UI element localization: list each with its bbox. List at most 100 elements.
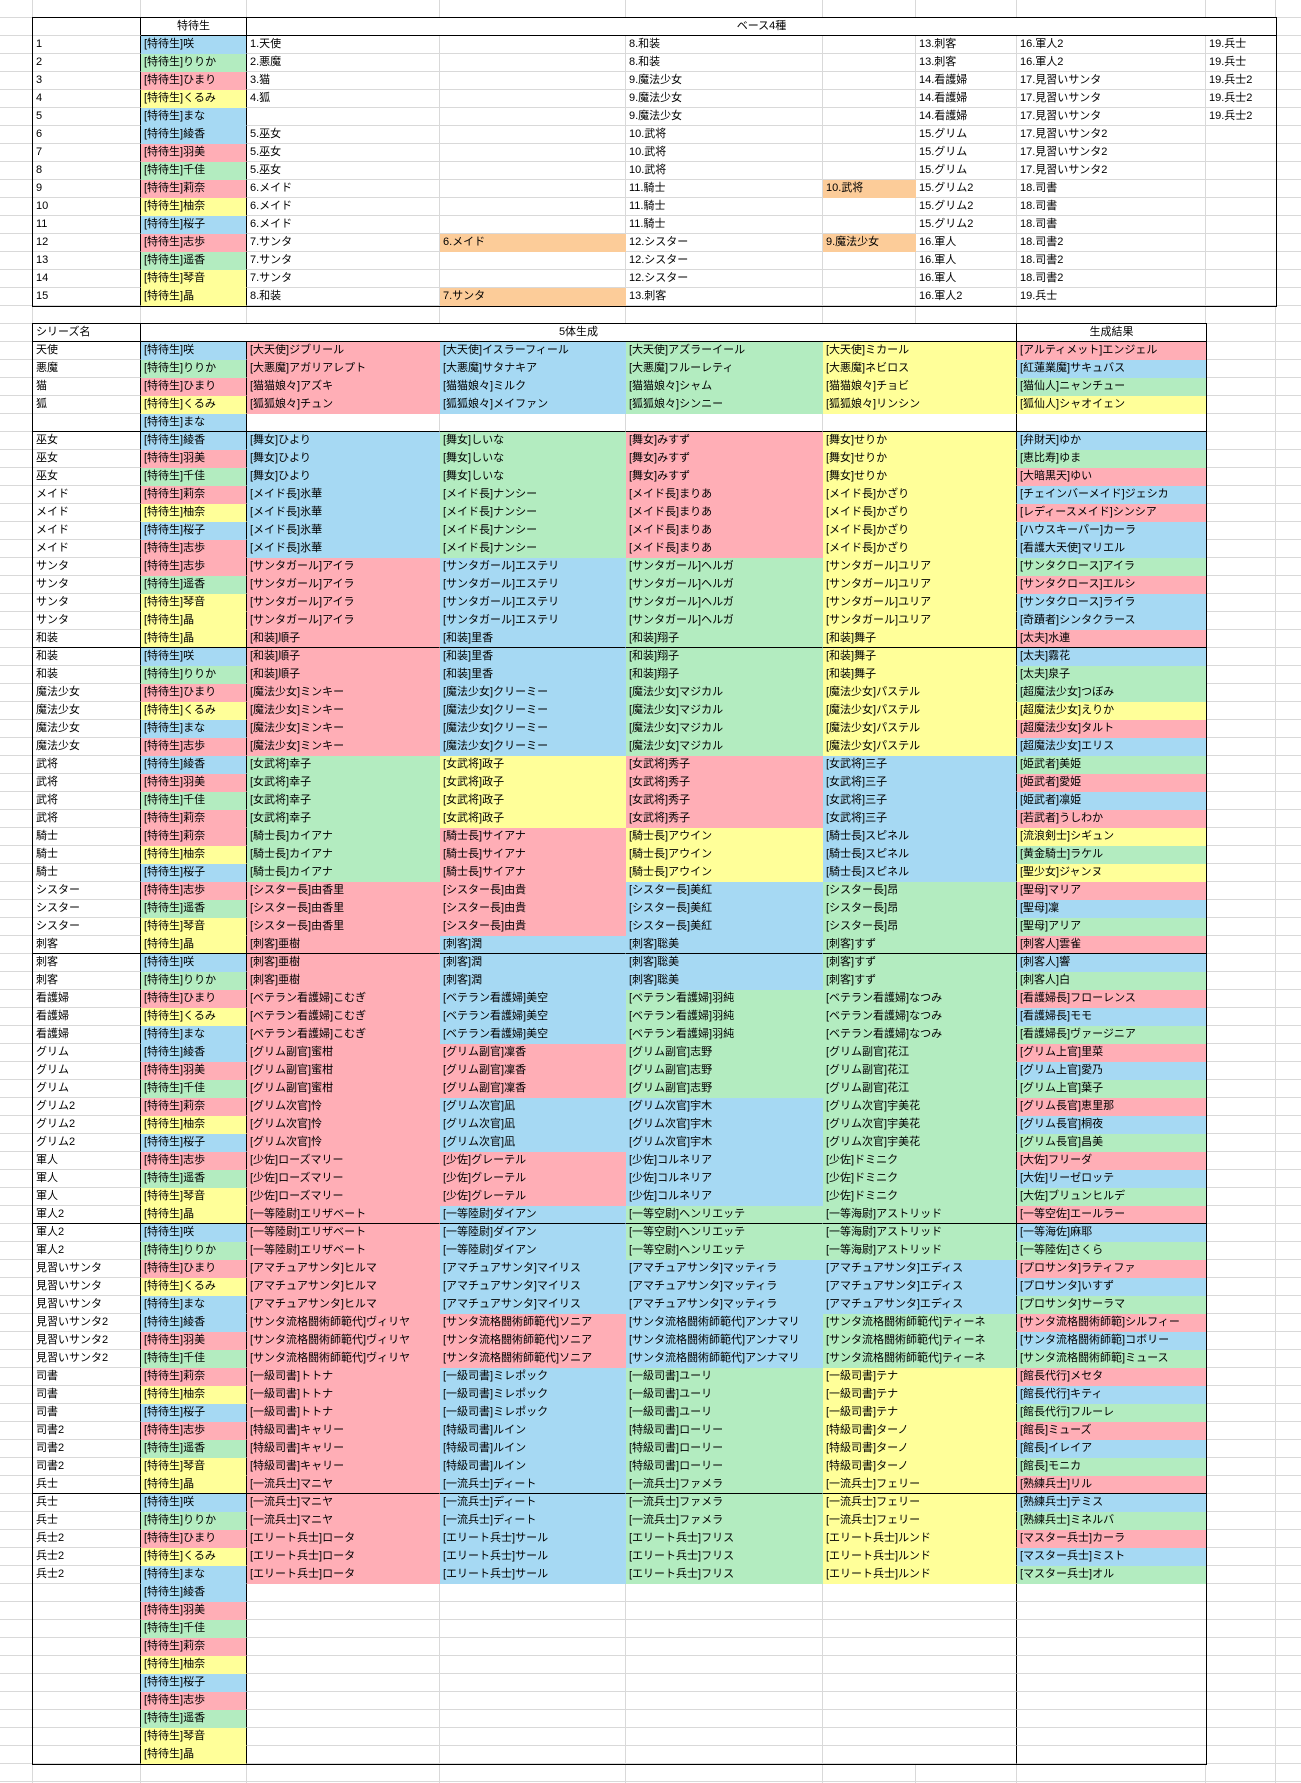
series-cell[interactable]: 司書2	[33, 1422, 141, 1440]
generated-unit-cell[interactable]: [女武将]幸子	[247, 756, 440, 774]
student-cell[interactable]: [特待生]遥香	[141, 1170, 247, 1188]
student-cell[interactable]: [特待生]柚奈	[141, 1656, 247, 1674]
generated-unit-cell[interactable]: [アマチュアサンタ]マイリス	[440, 1296, 626, 1314]
generated-unit-cell[interactable]: [魔法少女]マジカル	[626, 702, 823, 720]
generated-unit-cell[interactable]: [大悪魔]ネビロス	[823, 360, 1017, 378]
generated-unit-cell[interactable]: [メイド長]ナンシー	[440, 504, 626, 522]
series-cell[interactable]: 司書	[33, 1386, 141, 1404]
generated-unit-cell[interactable]: [ベテラン看護婦]羽純	[626, 990, 823, 1008]
result-cell[interactable]	[1017, 1746, 1206, 1764]
series-cell[interactable]: シスター	[33, 882, 141, 900]
series-cell[interactable]	[33, 1602, 141, 1620]
generated-unit-cell[interactable]: [一等陸尉]エリザベート	[247, 1224, 440, 1242]
generated-unit-cell[interactable]: [和装]里香	[440, 648, 626, 666]
base-cell[interactable]: 5.巫女	[247, 126, 440, 144]
generated-unit-cell[interactable]	[440, 1584, 626, 1602]
series-cell[interactable]: 武将	[33, 756, 141, 774]
student-cell[interactable]: [特待生]遥香	[141, 900, 247, 918]
generated-unit-cell[interactable]: [一流兵士]ディート	[440, 1476, 626, 1494]
generated-unit-cell[interactable]: [シスター長]由貴	[440, 900, 626, 918]
base-cell[interactable]: 5.巫女	[247, 144, 440, 162]
generated-unit-cell[interactable]: [騎士長]サイアナ	[440, 828, 626, 846]
generated-unit-cell[interactable]: [シスター長]由貴	[440, 918, 626, 936]
generated-unit-cell[interactable]: [狐狐娘々]シンニー	[626, 396, 823, 414]
generated-unit-cell[interactable]: [一流兵士]マニヤ	[247, 1476, 440, 1494]
generated-unit-cell[interactable]: [騎士長]アウイン	[626, 864, 823, 882]
base-cell[interactable]: 2.悪魔	[247, 54, 440, 72]
row-number-cell[interactable]: 11	[33, 216, 141, 234]
generated-unit-cell[interactable]: [一等空尉]ヘンリエッテ	[626, 1224, 823, 1242]
generated-unit-cell[interactable]: [シスター長]昂	[823, 918, 1017, 936]
student-cell[interactable]: [特待生]まな	[141, 1026, 247, 1044]
student-cell[interactable]: [特待生]志歩	[141, 1152, 247, 1170]
student-cell[interactable]: [特待生]柚奈	[141, 1116, 247, 1134]
series-cell[interactable]: メイド	[33, 504, 141, 522]
generated-unit-cell[interactable]: [舞女]みすず	[626, 432, 823, 450]
generated-unit-cell[interactable]: [特級司書]キャリー	[247, 1422, 440, 1440]
student-cell[interactable]: [特待生]くるみ	[141, 1278, 247, 1296]
generated-unit-cell[interactable]: [一流兵士]フェリー	[823, 1512, 1017, 1530]
result-cell[interactable]: [猫仙人]ニャンチュー	[1017, 378, 1206, 396]
generated-unit-cell[interactable]: [少佐]ドミニク	[823, 1152, 1017, 1170]
generated-unit-cell[interactable]: [グリム副官]志野	[626, 1044, 823, 1062]
base-cell[interactable]: 15.グリム2	[916, 198, 1017, 216]
generated-unit-cell[interactable]: [舞女]しいな	[440, 432, 626, 450]
student-cell[interactable]: [特待生]くるみ	[141, 90, 247, 108]
series-cell[interactable]: グリム2	[33, 1134, 141, 1152]
base-cell[interactable]: 16.軍人2	[916, 288, 1017, 306]
base-cell[interactable]	[1206, 288, 1276, 306]
student-cell[interactable]: [特待生]綾香	[141, 1044, 247, 1062]
generated-unit-cell[interactable]: [舞女]ひより	[247, 468, 440, 486]
base-cell[interactable]: 6.メイド	[440, 234, 626, 252]
series-cell[interactable]: 騎士	[33, 846, 141, 864]
generated-unit-cell[interactable]: [シスター長]由香里	[247, 918, 440, 936]
generated-unit-cell[interactable]: [一流兵士]ファメラ	[626, 1512, 823, 1530]
result-cell[interactable]: [館長代行]キティ	[1017, 1386, 1206, 1404]
generated-unit-cell[interactable]: [サンタ流格闘術師範代]ヴィリヤ	[247, 1314, 440, 1332]
generated-unit-cell[interactable]: [狐狐娘々]チュン	[247, 396, 440, 414]
series-cell[interactable]: グリム	[33, 1080, 141, 1098]
student-cell[interactable]: [特待生]くるみ	[141, 702, 247, 720]
base-cell[interactable]: 17.見習いサンタ	[1017, 108, 1206, 126]
generated-unit-cell[interactable]: [サンタガール]アイラ	[247, 558, 440, 576]
student-cell[interactable]: [特待生]志歩	[141, 738, 247, 756]
base-cell[interactable]: 18.司書	[1017, 180, 1206, 198]
result-cell[interactable]: [恵比寿]ゆま	[1017, 450, 1206, 468]
result-cell[interactable]: [サンタクロース]ライラ	[1017, 594, 1206, 612]
series-cell[interactable]: 見習いサンタ	[33, 1278, 141, 1296]
generated-unit-cell[interactable]: [一級司書]ユーリ	[626, 1404, 823, 1422]
generated-unit-cell[interactable]: [大悪魔]アガリアレプト	[247, 360, 440, 378]
result-cell[interactable]: [看護婦長]ヴァージニア	[1017, 1026, 1206, 1044]
generated-unit-cell[interactable]: [騎士長]アウイン	[626, 828, 823, 846]
series-cell[interactable]: サンタ	[33, 558, 141, 576]
generated-unit-cell[interactable]: [グリム次官]宇美花	[823, 1098, 1017, 1116]
top-header-student-label[interactable]: 特待生	[141, 18, 247, 36]
series-cell[interactable]: シスター	[33, 918, 141, 936]
generated-unit-cell[interactable]: [女武将]政子	[440, 774, 626, 792]
base-cell[interactable]: 19.兵士	[1017, 288, 1206, 306]
student-cell[interactable]: [特待生]琴音	[141, 1728, 247, 1746]
generated-unit-cell[interactable]	[626, 1656, 823, 1674]
generated-unit-cell[interactable]: [少佐]ローズマリー	[247, 1188, 440, 1206]
result-cell[interactable]: [熟練兵士]ミネルバ	[1017, 1512, 1206, 1530]
generated-unit-cell[interactable]: [猫猫娘々]シャム	[626, 378, 823, 396]
base-cell[interactable]: 15.グリム	[916, 144, 1017, 162]
student-cell[interactable]: [特待生]ひまり	[141, 72, 247, 90]
generated-unit-cell[interactable]: [一級司書]トトナ	[247, 1368, 440, 1386]
generated-unit-cell[interactable]: [騎士長]スピネル	[823, 846, 1017, 864]
generated-unit-cell[interactable]: [特級司書]ローリー	[626, 1458, 823, 1476]
generated-unit-cell[interactable]	[440, 1692, 626, 1710]
generated-unit-cell[interactable]: [サンタ流格闘術師範代]ティーネ	[823, 1332, 1017, 1350]
base-cell[interactable]: 11.騎士	[626, 216, 823, 234]
result-cell[interactable]: [プロサンタ]ラティファ	[1017, 1260, 1206, 1278]
base-cell[interactable]: 14.看護婦	[916, 108, 1017, 126]
base-cell[interactable]: 6.メイド	[247, 216, 440, 234]
base-cell[interactable]: 19.兵士2	[1206, 72, 1276, 90]
generated-unit-cell[interactable]: [メイド長]ナンシー	[440, 486, 626, 504]
result-cell[interactable]	[1017, 414, 1206, 432]
generated-unit-cell[interactable]: [騎士長]スピネル	[823, 828, 1017, 846]
result-cell[interactable]	[1017, 1656, 1206, 1674]
base-cell[interactable]	[823, 270, 916, 288]
student-cell[interactable]: [特待生]羽美	[141, 774, 247, 792]
student-cell[interactable]: [特待生]羽美	[141, 1062, 247, 1080]
